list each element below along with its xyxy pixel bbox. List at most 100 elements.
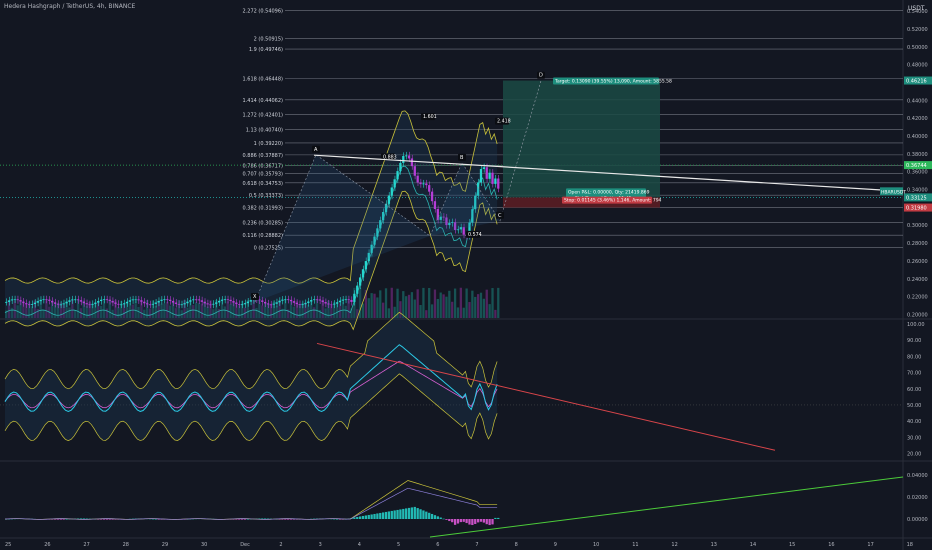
x-axis-label: 14 [750,542,756,548]
candle-body [304,303,307,305]
macd-histogram-bar [315,518,319,520]
volume-bar [120,301,123,318]
x-axis-label: 25 [5,542,11,548]
candle-body [384,203,388,212]
volume-bar [39,300,42,318]
fib-level-label: 0.786 (0.36717) [243,163,284,169]
volume-bar [183,300,186,318]
x-axis-label: 28 [123,542,129,548]
candle-body [462,227,465,235]
volume-bar [301,302,304,318]
volume-bar [436,298,439,318]
candle-body [264,301,267,304]
volume-bar [433,289,437,318]
macd-histogram-bar [448,519,451,522]
candle-body [169,299,172,302]
candle-body [82,301,85,304]
x-axis-label: 29 [162,542,168,548]
candle-body [56,303,60,305]
green-price-tag: 0.36744 [906,163,927,169]
candle-body [410,158,414,167]
candle-body [278,300,281,303]
volume-bar [255,307,258,318]
price-tick-label: 0.42000 [907,116,928,122]
candle-body [33,302,37,305]
price-tick-label: 0.50000 [907,45,928,51]
macd-signal [4,487,498,520]
candle-body [284,299,287,301]
current-price-tag: 0.33125 [906,195,927,201]
fib-level-label: 0.236 (0.30285) [243,221,284,227]
candle-body [163,299,166,301]
macd-histogram-bar [356,516,359,519]
candle-body [312,299,316,301]
harmonic-pattern [254,80,542,303]
candle-body [194,299,198,301]
volume-bar [22,303,25,318]
volume-bar [122,304,126,318]
candle-body [436,209,439,220]
volume-bar [85,305,88,318]
candle-body [333,303,336,305]
macd-histogram-bar [410,507,414,519]
volume-bar [264,302,267,318]
volume-bar [169,305,172,318]
volume-bar [68,307,71,318]
candle-body [71,299,74,301]
candle-body [171,301,175,303]
volume-bar [384,288,388,318]
candle-body [19,300,22,302]
volume-bar [468,302,471,318]
volume-bar [203,301,206,318]
rsi-tick-label: 20.00 [907,452,921,458]
macd-green-trendline [429,476,904,538]
macd-histogram-bar [428,512,431,519]
candle-body [318,299,321,301]
x-axis-label: 18 [907,542,913,548]
volume-bar [166,301,169,318]
stop-price-tag: 0.31980 [906,206,927,212]
candle-body [157,300,160,303]
x-axis-label: 30 [201,542,207,548]
volume-bar [97,301,100,318]
macd-histogram-bar [376,513,379,519]
volume-bar [310,301,313,318]
candle-body [131,299,134,301]
volume-bar [246,300,250,318]
volume-bar [25,304,28,318]
fib-level-label: 1.414 (0.44062) [243,98,284,104]
candle-body [88,304,91,306]
ratio-label: 1.601 [423,114,437,120]
volume-bar [367,298,370,318]
macd-histogram-bar [335,518,339,520]
candle-body [387,195,391,204]
macd-histogram-bar [379,512,382,519]
candle-body [494,178,497,184]
price-tick-label: 0.24000 [907,277,928,283]
price-tick-label: 0.38000 [907,152,928,158]
volume-bar [439,292,442,318]
candle-body [220,299,224,301]
macd-histogram-bar [79,518,83,520]
candle-body [459,227,462,230]
macd-histogram-bar [243,519,247,520]
macd-histogram-bar [59,519,62,520]
volume-bar [376,297,379,318]
x-axis-label: 13 [711,542,717,548]
macd-histogram-bar [387,511,391,519]
volume-bar [200,304,203,318]
harmonic-xab [255,154,430,302]
macd-histogram-bar [292,519,296,520]
candle-body [266,303,270,305]
volume-bar [321,300,324,318]
target-price-tag: 0.46216 [906,79,927,85]
macd-histogram-bar [62,519,65,520]
green-price-tag-bg [904,161,932,170]
volume-bar [108,300,111,318]
x-axis-label: 8 [515,542,518,548]
candle-body [301,304,304,306]
candle-body [338,300,342,303]
candle-body [68,300,71,302]
candle-body [246,301,250,304]
